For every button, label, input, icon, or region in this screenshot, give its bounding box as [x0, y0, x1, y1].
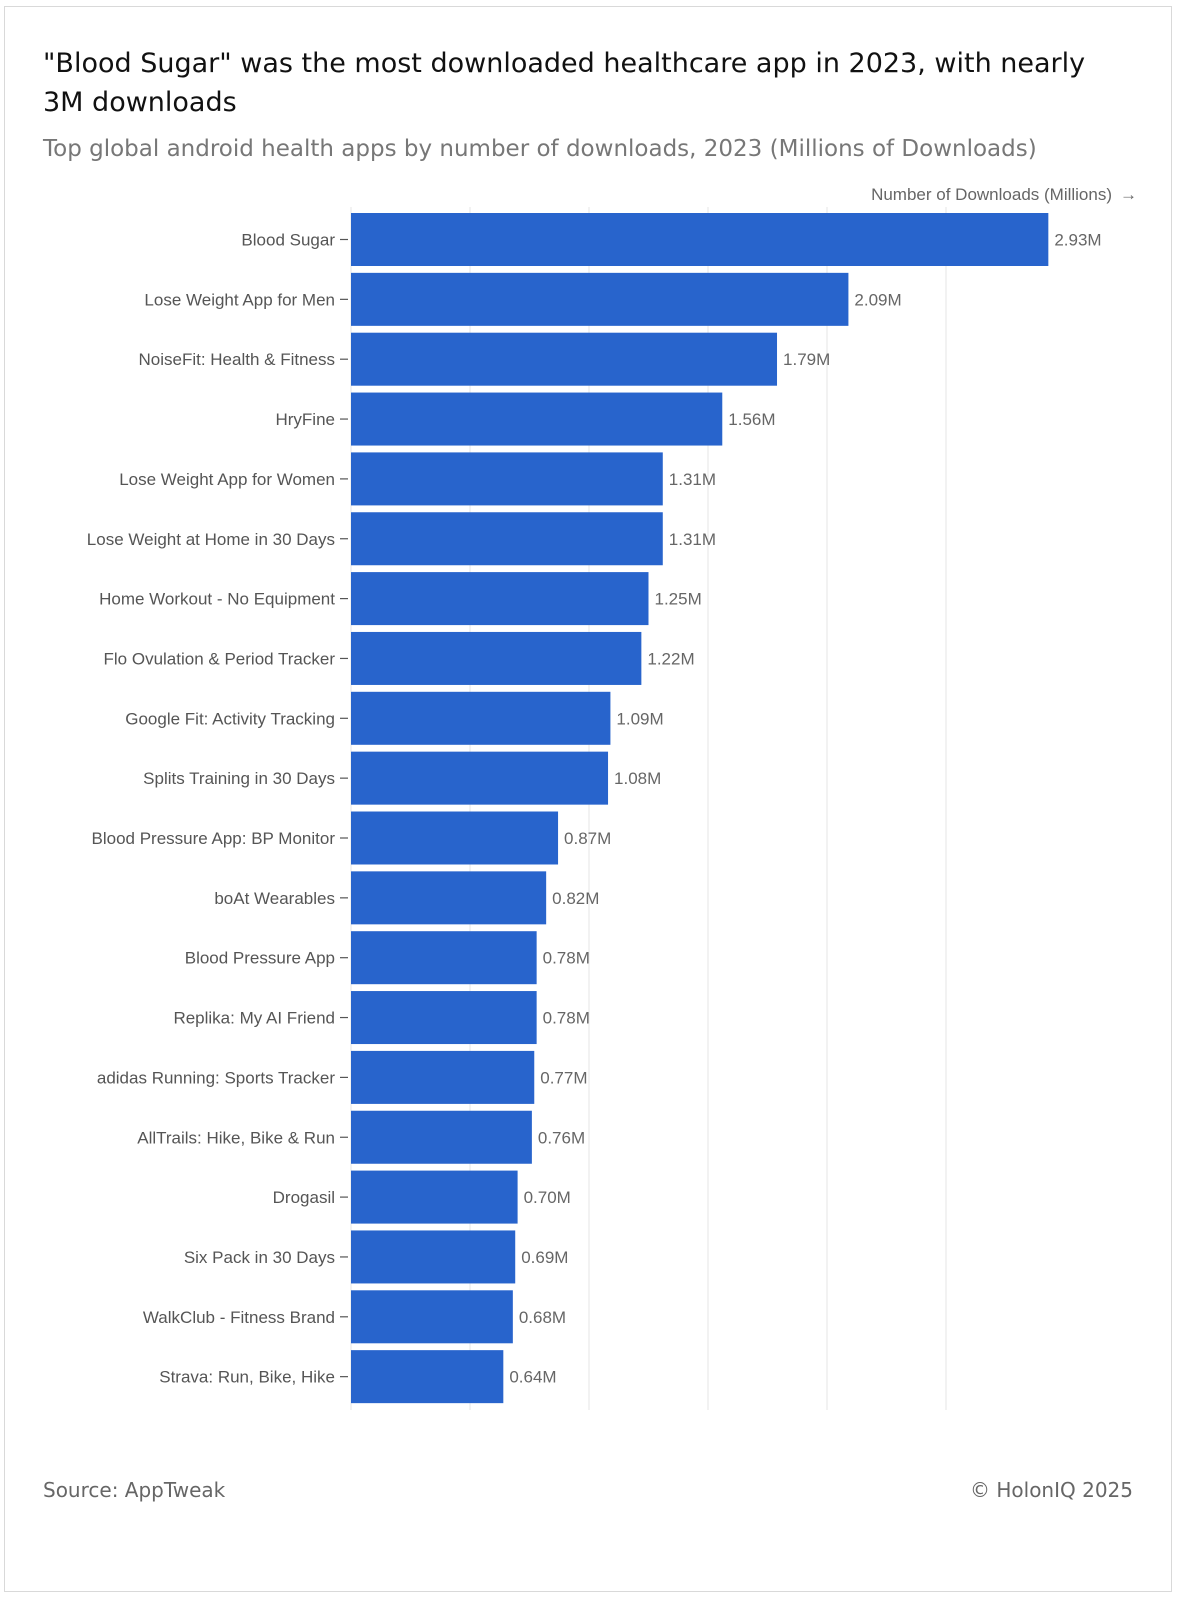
category-label-13: Blood Pressure App	[185, 949, 335, 968]
value-label-4: 1.56M	[728, 410, 775, 429]
value-label-2: 2.09M	[854, 290, 901, 309]
value-label-8: 1.22M	[647, 649, 694, 668]
value-label-10: 1.08M	[614, 769, 661, 788]
value-label-15: 0.77M	[540, 1068, 587, 1087]
category-label-17: Drogasil	[273, 1188, 335, 1207]
value-label-18: 0.69M	[521, 1248, 568, 1267]
value-label-11: 0.87M	[564, 829, 611, 848]
category-label-12: boAt Wearables	[214, 889, 335, 908]
bar-12	[351, 871, 547, 925]
value-label-7: 1.25M	[655, 590, 702, 609]
x-axis-label-text: Number of Downloads (Millions)	[871, 185, 1112, 204]
chart-subtitle: Top global android health apps by number…	[43, 136, 1037, 162]
bar-2	[351, 272, 849, 326]
category-label-3: NoiseFit: Health & Fitness	[138, 350, 335, 369]
chart-title: "Blood Sugar" was the most downloaded he…	[43, 48, 1086, 118]
category-label-15: adidas Running: Sports Tracker	[97, 1068, 335, 1087]
category-label-20: Strava: Run, Bike, Hike	[159, 1368, 335, 1387]
category-label-18: Six Pack in 30 Days	[184, 1248, 335, 1267]
value-label-14: 0.78M	[543, 1009, 590, 1028]
bar-16	[351, 1110, 532, 1164]
bar-1	[351, 213, 1049, 266]
bar-chart: Blood Sugar 2.93M Lose Weight App for Men 2…	[87, 207, 1102, 1410]
bar-7	[351, 572, 649, 626]
bar-5	[351, 452, 663, 506]
category-label-6: Lose Weight at Home in 30 Days	[87, 530, 335, 549]
category-label-19: WalkClub - Fitness Brand	[143, 1308, 335, 1327]
bar-17	[351, 1170, 518, 1224]
value-label-1: 2.93M	[1054, 231, 1101, 250]
bar-9	[351, 691, 611, 745]
category-label-2: Lose Weight App for Men	[144, 290, 335, 309]
value-label-6: 1.31M	[669, 530, 716, 549]
category-label-16: AllTrails: Hike, Bike & Run	[137, 1128, 335, 1147]
arrow-right-icon: →	[1120, 185, 1137, 204]
value-label-17: 0.70M	[524, 1188, 571, 1207]
category-label-7: Home Workout - No Equipment	[99, 590, 335, 609]
bar-14	[351, 991, 537, 1045]
bar-19	[351, 1290, 513, 1344]
bar-4	[351, 392, 723, 446]
category-label-11: Blood Pressure App: BP Monitor	[92, 829, 336, 848]
bar-11	[351, 811, 559, 865]
category-label-1: Blood Sugar	[241, 231, 335, 250]
bar-15	[351, 1050, 535, 1104]
value-label-16: 0.76M	[538, 1128, 585, 1147]
source-note: Source: AppTweak	[43, 1478, 226, 1502]
bar-18	[351, 1230, 516, 1284]
value-label-20: 0.64M	[509, 1368, 556, 1387]
category-label-9: Google Fit: Activity Tracking	[125, 709, 335, 728]
bar-8	[351, 631, 642, 685]
value-label-5: 1.31M	[669, 470, 716, 489]
copyright-note: © HolonIQ 2025	[970, 1478, 1133, 1502]
bar-3	[351, 332, 778, 386]
value-label-13: 0.78M	[543, 949, 590, 968]
category-label-10: Splits Training in 30 Days	[143, 769, 335, 788]
value-label-19: 0.68M	[519, 1308, 566, 1327]
value-label-9: 1.09M	[616, 709, 663, 728]
category-label-8: Flo Ovulation & Period Tracker	[104, 649, 336, 668]
value-label-3: 1.79M	[783, 350, 830, 369]
category-label-4: HryFine	[275, 410, 335, 429]
bar-20	[351, 1350, 504, 1404]
bar-13	[351, 931, 537, 985]
bar-10	[351, 751, 609, 805]
bar-6	[351, 512, 663, 566]
category-label-5: Lose Weight App for Women	[119, 470, 335, 489]
x-axis-label: Number of Downloads (Millions) →	[871, 185, 1137, 205]
value-label-12: 0.82M	[552, 889, 599, 908]
category-label-14: Replika: My AI Friend	[173, 1009, 335, 1028]
